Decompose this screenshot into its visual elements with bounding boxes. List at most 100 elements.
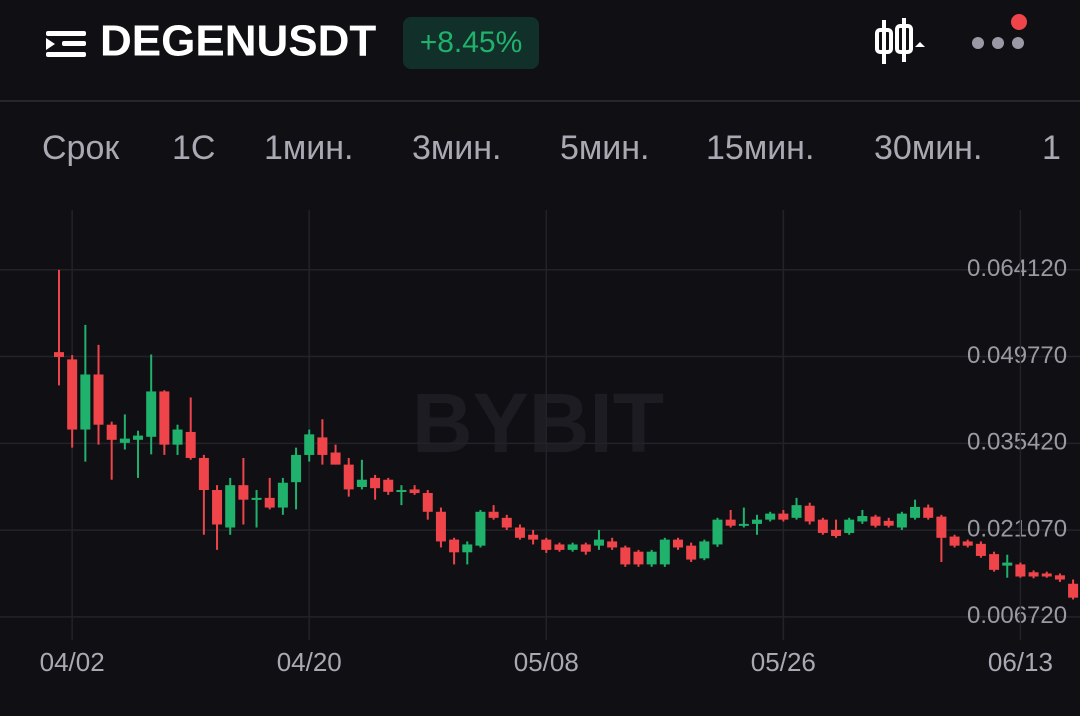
- x-tick-label: 04/02: [40, 647, 105, 677]
- timeframe-tab[interactable]: 15мин.: [706, 129, 814, 167]
- candle-body: [923, 507, 934, 518]
- candle-body: [119, 438, 130, 443]
- candle-body: [501, 517, 512, 528]
- candle-body: [475, 511, 486, 546]
- candle-body: [831, 529, 842, 536]
- candle-body: [541, 539, 552, 550]
- more-menu[interactable]: [972, 14, 1027, 49]
- chart-type-icon[interactable]: [875, 18, 925, 64]
- timeframe-tab[interactable]: 1: [1042, 129, 1061, 167]
- candle-body: [1068, 583, 1079, 598]
- candle-body: [67, 359, 78, 430]
- y-tick-label: 0.064120: [967, 255, 1067, 282]
- candle-body: [699, 541, 710, 559]
- timeframe-tab[interactable]: 3мин.: [412, 129, 502, 167]
- candle-body: [870, 516, 881, 526]
- candle-body: [962, 541, 973, 546]
- candle-body: [212, 490, 223, 525]
- chart: 0.064120 0.049770 0.035420 0.021070 0.006720…: [0, 210, 1080, 677]
- timeframe-tab[interactable]: 1мин.: [264, 129, 354, 167]
- candle-body: [1002, 562, 1013, 566]
- candle-body: [765, 513, 776, 520]
- candle-body: [738, 523, 749, 526]
- x-tick-label: 06/13: [988, 647, 1053, 677]
- candle-body: [462, 544, 473, 553]
- menu-bar: [62, 41, 86, 46]
- candle-body: [593, 539, 604, 546]
- candle-body: [330, 452, 341, 465]
- change-badge: [403, 17, 539, 69]
- candle-body: [409, 489, 420, 494]
- candle-body: [989, 554, 1000, 570]
- candle-body: [844, 519, 855, 533]
- timeframe-tab[interactable]: 5мин.: [560, 129, 650, 167]
- candle-body: [185, 431, 196, 458]
- candle-body: [817, 519, 828, 533]
- x-tick-label: 05/08: [514, 647, 579, 677]
- candle-body: [975, 543, 986, 556]
- candle-body: [659, 539, 670, 565]
- symbol-title[interactable]: DEGENUSDT: [100, 17, 376, 66]
- candle-body: [422, 493, 433, 512]
- candle-body: [317, 437, 328, 455]
- candle-body: [488, 511, 499, 518]
- candle-body: [291, 454, 302, 483]
- candle-body: [356, 479, 367, 487]
- menu-bar: [46, 31, 86, 36]
- x-tick-label: 04/20: [277, 647, 342, 677]
- timeframe-tabs: Срок 1С 1мин. 3мин. 5мин. 15мин. 30мин. 1: [42, 129, 1061, 167]
- change-percent: +8.45%: [420, 26, 523, 59]
- candle-body: [712, 519, 723, 545]
- menu-icon[interactable]: [46, 31, 86, 57]
- candle-body: [514, 527, 525, 538]
- candle-body: [567, 544, 578, 550]
- candle-body: [277, 482, 288, 508]
- candle-body: [449, 539, 460, 553]
- candle-body: [620, 547, 631, 565]
- candle-body: [343, 464, 354, 490]
- candle-body: [633, 551, 644, 565]
- notification-dot: [1011, 14, 1027, 30]
- dot: [972, 37, 984, 49]
- dot: [992, 37, 1004, 49]
- candle-body: [857, 516, 868, 522]
- candle-body: [251, 497, 262, 500]
- candle-body: [725, 519, 736, 526]
- dot: [1012, 37, 1024, 49]
- y-tick-label: 0.049770: [967, 342, 1067, 369]
- watermark: BYBIT: [412, 376, 664, 470]
- y-tick-label: 0.006720: [967, 602, 1067, 629]
- candle-body: [396, 490, 407, 493]
- candle-body: [370, 477, 381, 489]
- timeframe-tab[interactable]: 30мин.: [874, 129, 982, 167]
- y-tick-label: 0.035420: [967, 429, 1067, 456]
- candle-body: [949, 536, 960, 546]
- menu-arrow: [46, 38, 55, 50]
- candle-body: [936, 516, 947, 538]
- candle-body: [1041, 573, 1052, 577]
- candle-body: [225, 485, 236, 528]
- candle-body: [1028, 572, 1039, 577]
- timeframe-tab[interactable]: 1С: [172, 129, 215, 167]
- candle-body: [672, 539, 683, 548]
- menu-bar: [46, 52, 86, 57]
- candle-body: [93, 374, 104, 425]
- candle-body: [172, 429, 183, 445]
- timeframe-tab[interactable]: Срок: [42, 129, 120, 167]
- candle-body: [646, 551, 657, 565]
- candle-body: [1015, 564, 1026, 577]
- candle-body: [435, 511, 446, 542]
- icon-body: [875, 28, 893, 54]
- candle-body: [264, 497, 275, 508]
- candle-body: [554, 544, 565, 550]
- candle-body: [778, 513, 789, 520]
- candle-body: [1054, 575, 1065, 580]
- candle-body: [133, 435, 144, 440]
- candle-body: [883, 520, 894, 526]
- candle-body: [146, 391, 157, 437]
- candle-body: [304, 434, 315, 455]
- candle-body: [106, 424, 117, 440]
